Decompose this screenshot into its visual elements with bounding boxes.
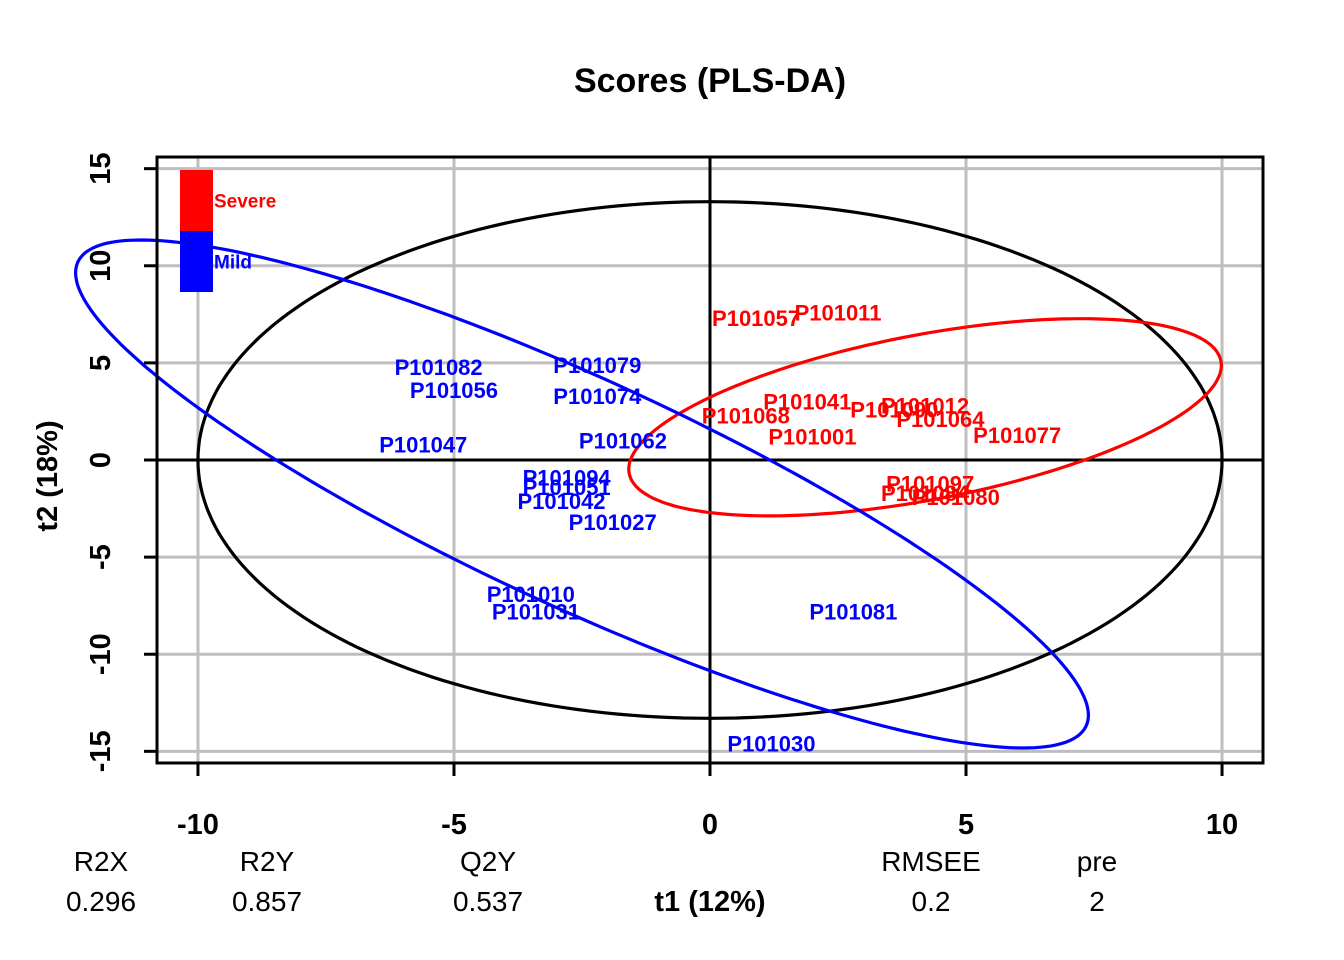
point-label: P101081 — [809, 600, 897, 625]
point-label: P101041 — [763, 390, 851, 415]
point-label: P101068 — [702, 403, 790, 428]
x-tick-label: -5 — [441, 809, 467, 841]
point-label: P101047 — [379, 432, 467, 457]
point-label: P101062 — [579, 429, 667, 454]
legend-label-mild: Mild — [214, 253, 252, 274]
summary-header-pre: pre — [1077, 846, 1117, 877]
point-label: P101042 — [517, 489, 605, 514]
point-label: P101011 — [795, 300, 882, 325]
point-label: P101056 — [410, 378, 498, 403]
ellipse-hotelling — [196, 200, 1224, 720]
summary-value-q2y: 0.537 — [453, 886, 523, 917]
ellipses — [73, 200, 1224, 750]
summary-value-pre: 2 — [1089, 886, 1105, 917]
summary-header-rmsee: RMSEE — [881, 846, 981, 877]
point-label: P101097 — [886, 471, 974, 496]
point-label: P101051 — [523, 475, 611, 500]
point-label: P101031 — [492, 600, 580, 625]
point-label: P101077 — [973, 423, 1061, 448]
summary-value-r2x: 0.296 — [66, 886, 136, 917]
y-axis-ticks: -15 -10 -5 0 5 10 15 — [85, 153, 157, 772]
y-tick-label: -5 — [85, 544, 117, 570]
point-label: P101084 — [881, 481, 970, 506]
legend-swatch-mild — [180, 231, 213, 292]
point-label: P101082 — [395, 355, 483, 380]
x-tick-label: 0 — [702, 809, 718, 841]
x-tick-label: -10 — [177, 809, 219, 841]
point-label: P101030 — [727, 732, 815, 757]
y-tick-label: 15 — [85, 153, 117, 185]
x-axis-label: t1 (12%) — [654, 886, 765, 918]
x-tick-label: 10 — [1206, 809, 1238, 841]
point-label: P101064 — [896, 407, 985, 432]
point-label: P101074 — [553, 384, 642, 409]
summary-value-r2y: 0.857 — [232, 886, 302, 917]
y-tick-label: -15 — [85, 730, 117, 772]
summary-value-rmsee: 0.2 — [912, 886, 951, 917]
y-tick-label: 5 — [85, 355, 117, 371]
point-label: P101094 — [523, 465, 612, 490]
point-label: P101027 — [569, 510, 657, 535]
ellipse-severe — [627, 317, 1223, 518]
y-tick-label: -10 — [85, 633, 117, 675]
zero-axes — [157, 157, 1263, 763]
model-summary: R2X R2Y Q2Y RMSEE pre 0.296 0.857 0.537 0.2 2 — [66, 846, 1117, 917]
point-label: P101001 — [768, 425, 856, 450]
point-label: P101090 — [850, 398, 938, 423]
chart-title: Scores (PLS-DA) — [574, 62, 846, 100]
point-label: P101012 — [881, 394, 969, 419]
point-label: P101080 — [912, 485, 1000, 510]
ellipse-mild — [73, 238, 1091, 750]
y-tick-label: 10 — [85, 250, 117, 282]
y-axis-label: t2 (18%) — [32, 420, 64, 531]
summary-header-q2y: Q2Y — [460, 846, 516, 877]
x-axis-ticks: -10 -5 0 5 10 — [177, 763, 1238, 841]
summary-header-r2x: R2X — [74, 846, 129, 877]
point-label: P101010 — [487, 582, 575, 607]
legend: Severe Mild — [180, 170, 276, 292]
point-label: P101057 — [712, 306, 800, 331]
x-tick-label: 5 — [958, 809, 974, 841]
point-label: P101079 — [553, 353, 641, 378]
legend-swatch-severe — [180, 170, 213, 231]
y-tick-label: 0 — [85, 452, 117, 468]
legend-label-severe: Severe — [214, 192, 276, 213]
summary-header-r2y: R2Y — [240, 846, 295, 877]
